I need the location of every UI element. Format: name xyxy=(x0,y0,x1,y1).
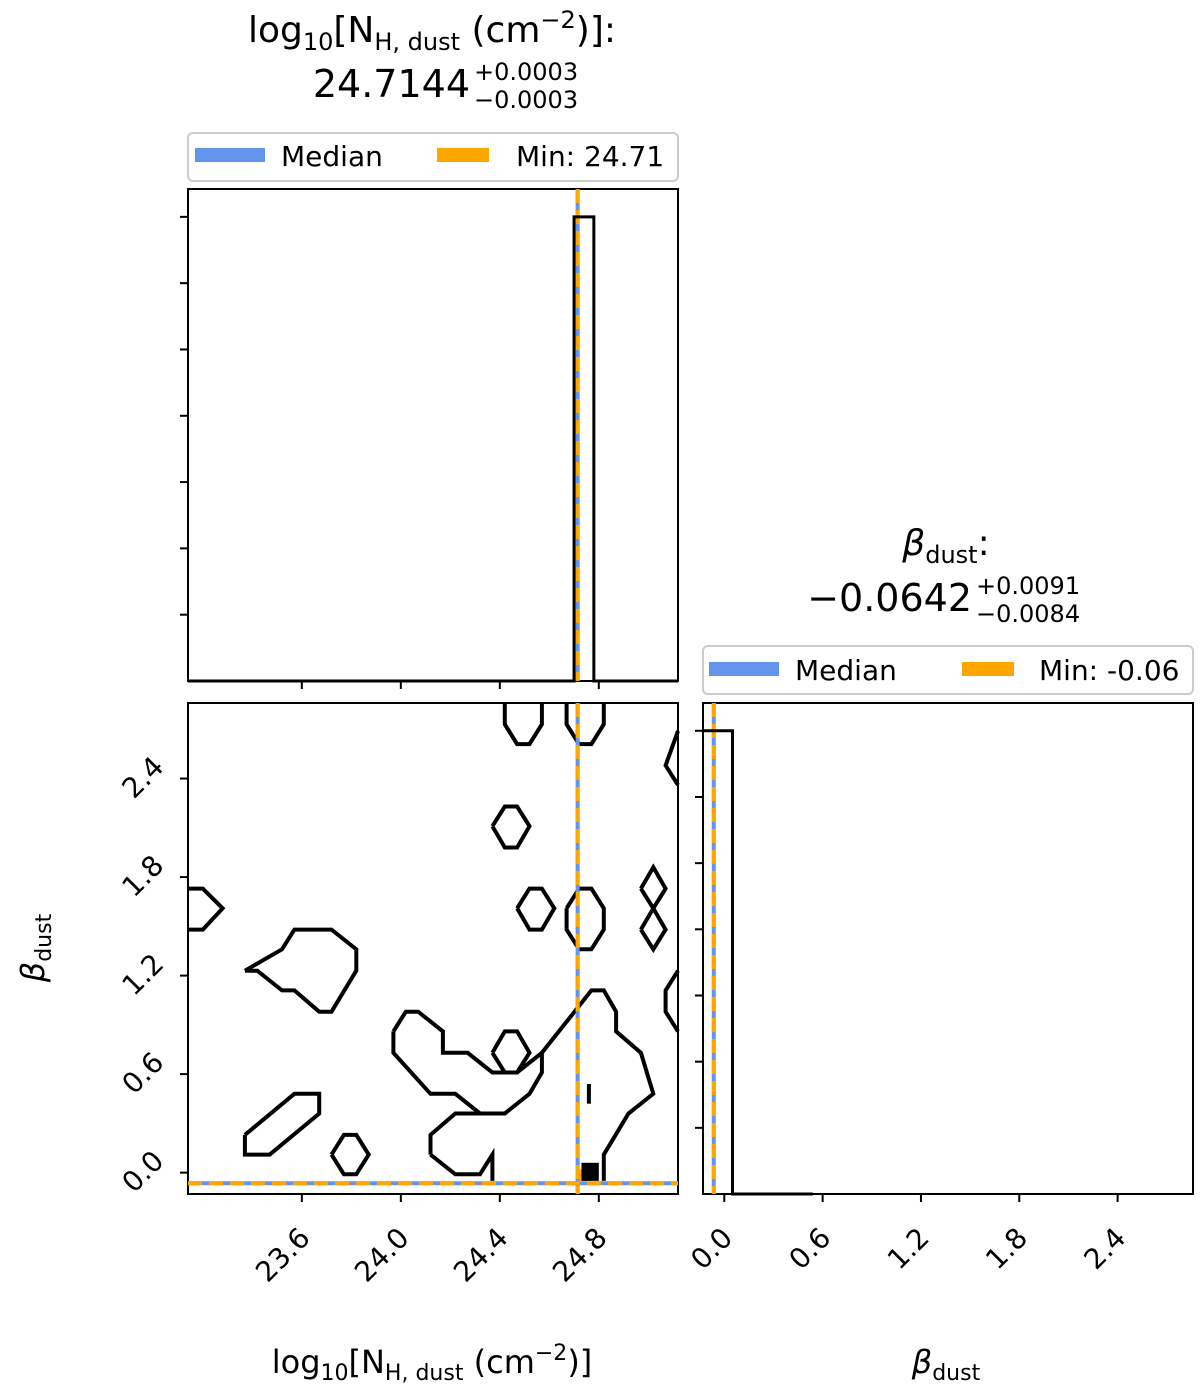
contour-line xyxy=(564,886,606,952)
x-tick-label: 24.8 xyxy=(546,1221,613,1288)
ylabel-sub: dust xyxy=(32,913,57,961)
nh-err-minus: −0.0003 xyxy=(474,86,578,114)
svg-text:log10[NH, dust (cm−2)]:: log10[NH, dust (cm−2)]: xyxy=(248,6,616,56)
svg-text:log10[NH, dust (cm−2)]: log10[NH, dust (cm−2)] xyxy=(272,1341,593,1386)
contour-line xyxy=(429,1147,495,1181)
beta-xlabel-sub: dust xyxy=(932,1361,980,1386)
beta-hist-xticks: 0.0 0.6 1.2 1.8 2.4 xyxy=(684,1194,1132,1276)
beta-legend: Median Min: -0.06 xyxy=(702,645,1194,695)
beta-xlabel-symbol: β xyxy=(911,1343,932,1381)
nh-legend: Median Min: 24.71 xyxy=(187,132,679,182)
x-tick-label: 24.4 xyxy=(447,1221,514,1288)
nh-title-colon: : xyxy=(604,10,616,51)
x-tick-label: 1.2 xyxy=(881,1221,936,1276)
beta-err-minus: −0.0084 xyxy=(976,600,1080,628)
contour-line xyxy=(188,886,226,932)
legend-min-swatch xyxy=(962,662,1014,676)
panel-frame xyxy=(187,188,679,682)
contour-line xyxy=(391,988,656,1181)
nh-title-unit-sup: −2 xyxy=(540,6,575,34)
x-tick-label: 24.0 xyxy=(348,1221,415,1288)
nh-title-unit: (cm xyxy=(460,10,540,51)
beta-title-sub: dust xyxy=(925,541,977,569)
svg-text:βdust: βdust xyxy=(14,913,57,983)
nh-title-sub: H, dust xyxy=(374,28,460,56)
beta-err-plus: +0.0091 xyxy=(976,572,1080,600)
nh-title-log-sub: 10 xyxy=(303,28,334,56)
contour-line xyxy=(564,703,606,747)
xlabel-close: )] xyxy=(567,1343,592,1381)
contour-line xyxy=(663,730,680,787)
nh-err-plus: +0.0003 xyxy=(474,58,578,86)
xlabel-unit-sup: −2 xyxy=(535,1341,567,1366)
x-tick-label: 23.6 xyxy=(249,1221,316,1288)
contour-line xyxy=(243,927,359,1014)
legend-median-label: Median xyxy=(281,140,383,173)
nh-title: log10[NH, dust (cm−2)]: 24.7144 +0.0003 … xyxy=(248,6,616,114)
legend-min-swatch xyxy=(437,148,489,162)
contour-ylabel: βdust xyxy=(14,913,57,983)
panel-frame xyxy=(187,702,679,1195)
contour-line xyxy=(428,1111,493,1155)
x-tick-label: 1.8 xyxy=(979,1221,1034,1276)
contour-line xyxy=(490,804,532,850)
nh-median-text: 24.7144 xyxy=(313,62,470,106)
x-tick-label: 0.6 xyxy=(783,1221,838,1276)
contour-blocks xyxy=(576,1162,599,1181)
beta-xlabel: βdust xyxy=(911,1343,981,1386)
beta-histogram xyxy=(703,729,813,1196)
contour-line xyxy=(639,904,668,954)
nh-title-open: [N xyxy=(333,10,374,51)
contour-paths xyxy=(188,703,680,1181)
nh-title-close: )] xyxy=(576,10,604,51)
beta-median-text: −0.0642 xyxy=(807,576,972,620)
contour-line xyxy=(490,1029,532,1075)
contour-line xyxy=(329,1132,372,1177)
contour-lines xyxy=(188,703,678,1194)
legend-min-label: Min: 24.71 xyxy=(516,140,664,173)
y-tick-label: 0.6 xyxy=(116,1046,171,1101)
xlabel-unit: (cm xyxy=(463,1343,534,1381)
nh-title-log: log xyxy=(248,10,303,51)
beta-title-colon: : xyxy=(978,523,990,564)
legend-median-label: Median xyxy=(795,654,897,687)
contour-line xyxy=(663,969,680,1033)
contour-line xyxy=(242,1091,322,1157)
nh-hist-yticks xyxy=(180,215,188,616)
contour-block xyxy=(581,1162,599,1181)
legend-median-swatch xyxy=(709,662,779,676)
contour-xlabel: log10[NH, dust (cm−2)] xyxy=(272,1341,593,1386)
legend-min-label: Min: -0.06 xyxy=(1039,654,1179,687)
contour-line xyxy=(639,863,668,913)
legend-median-swatch xyxy=(195,148,265,162)
beta-hist-yticks xyxy=(695,729,703,1129)
ylabel-symbol: β xyxy=(14,962,52,983)
svg-text:βdust:: βdust: xyxy=(901,523,989,569)
xlabel-log: log xyxy=(272,1343,321,1381)
xlabel-log-sub: 10 xyxy=(321,1361,349,1386)
contour-yticks: 0.0 0.6 1.2 1.8 2.4 xyxy=(116,750,188,1199)
xlabel-sub: H, dust xyxy=(385,1361,464,1386)
nh-histogram-panel xyxy=(180,188,679,689)
y-tick-label: 0.0 xyxy=(116,1144,171,1199)
xlabel-open: [N xyxy=(349,1343,385,1381)
nh-histogram xyxy=(188,215,678,683)
x-tick-label: 2.4 xyxy=(1077,1221,1132,1276)
legend-frame xyxy=(702,645,1194,695)
contour-line xyxy=(515,886,557,932)
contour-panel: 23.6 24.0 24.4 24.8 0.0 0.6 1.2 1.8 2.4 xyxy=(116,702,680,1289)
beta-histogram-panel: 0.0 0.6 1.2 1.8 2.4 xyxy=(684,702,1194,1276)
contour-line xyxy=(502,703,544,747)
y-tick-label: 1.8 xyxy=(116,849,171,904)
y-tick-label: 2.4 xyxy=(116,750,171,805)
beta-title-symbol: β xyxy=(901,523,925,564)
legend-frame xyxy=(187,132,679,182)
y-tick-label: 1.2 xyxy=(116,947,171,1002)
beta-title: βdust: −0.0642 +0.0091 −0.0084 xyxy=(807,523,1080,628)
contour-xticks: 23.6 24.0 24.4 24.8 xyxy=(249,1194,614,1289)
svg-text:βdust: βdust xyxy=(911,1343,981,1386)
panel-frame xyxy=(702,702,1194,1195)
x-tick-label: 0.0 xyxy=(684,1221,739,1276)
